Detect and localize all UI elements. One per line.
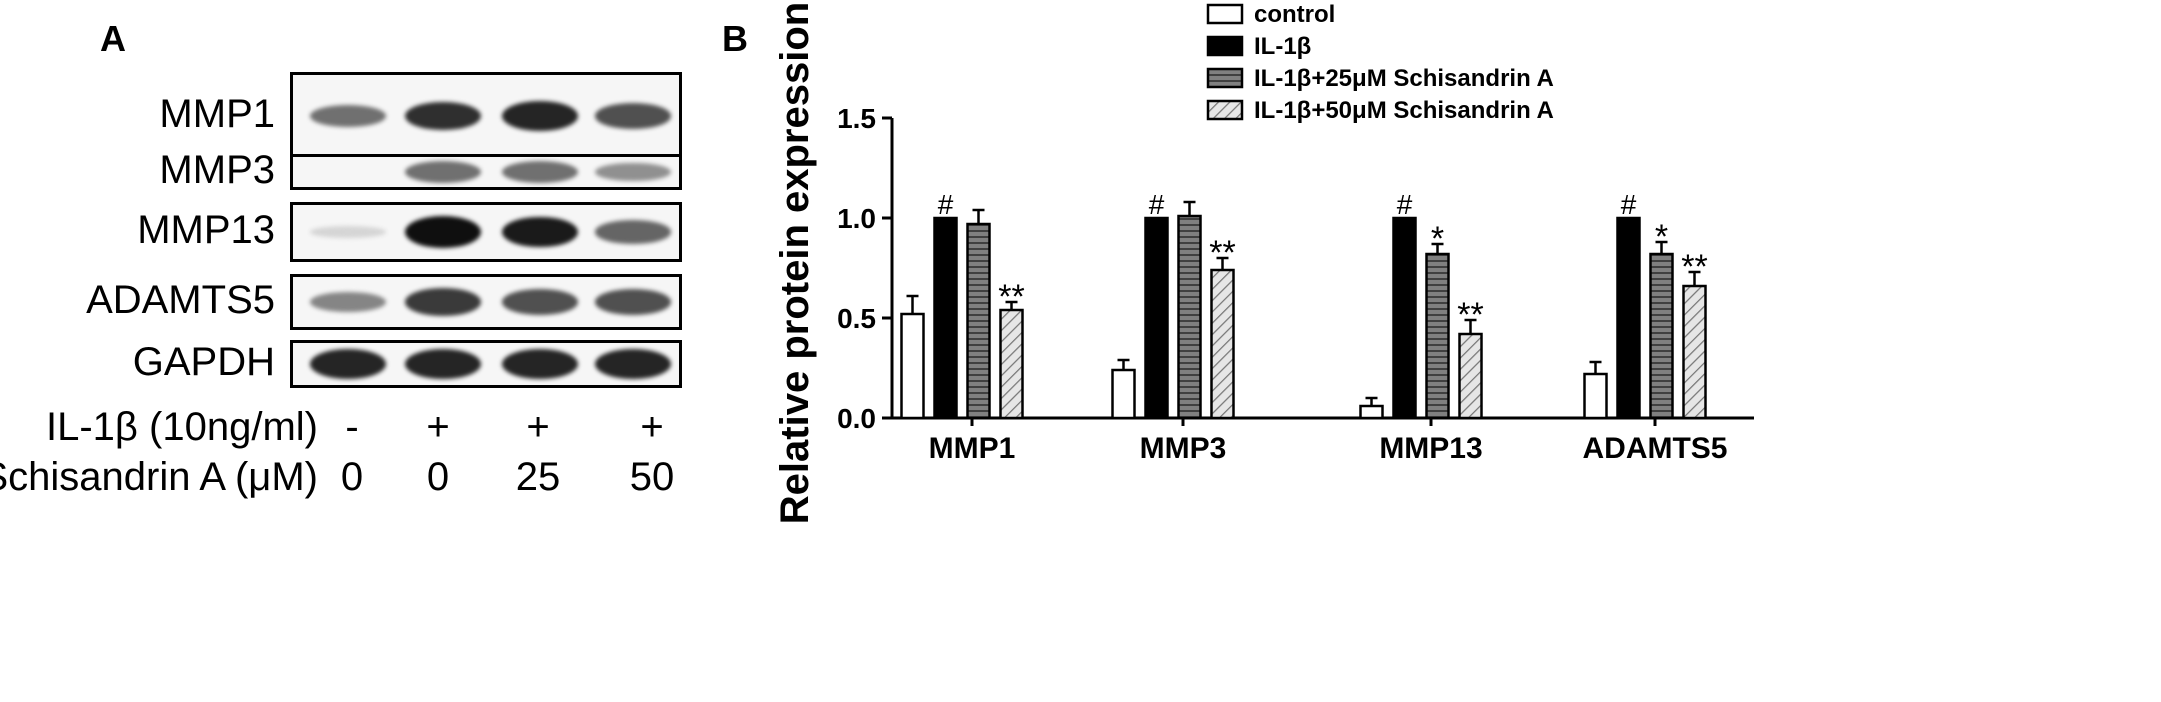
blot-band (595, 162, 671, 182)
legend-swatch (1206, 67, 1244, 89)
blot-label-adamts5: ADAMTS5 (86, 278, 275, 322)
bar-series: #**#**#***#*** (900, 189, 1708, 420)
condition-value: 25 (515, 455, 561, 499)
bar (1392, 216, 1417, 420)
bar (933, 216, 958, 420)
blot-band (310, 349, 386, 379)
condition-value: 0 (340, 455, 364, 499)
legend-label: IL-1β+25μM Schisandrin A (1254, 65, 1554, 92)
blot-band (595, 289, 671, 315)
significance-mark: * (1655, 218, 1668, 256)
blot-label-gapdh: GAPDH (132, 340, 275, 384)
x-tick-label: ADAMTS5 (1582, 432, 1727, 465)
bar (1144, 216, 1169, 420)
y-tick-label: 1.0 (837, 203, 876, 234)
significance-mark: ** (1457, 296, 1483, 334)
significance-mark: # (1621, 189, 1637, 220)
bar (1359, 404, 1384, 420)
bar (1616, 216, 1641, 420)
condition-label: IL-1β (10ng/ml) (46, 405, 318, 449)
blot-band (502, 101, 578, 131)
bar (1177, 214, 1202, 420)
bar (1425, 252, 1450, 420)
panel-b-label: B (722, 18, 748, 59)
bar (1458, 332, 1483, 420)
blot-image-mmp1 (290, 72, 682, 160)
bar (900, 312, 925, 420)
legend-label: IL-1β (1254, 33, 1311, 60)
blot-band (405, 216, 481, 248)
blot-band (502, 349, 578, 379)
bar (999, 308, 1024, 420)
blot-label-mmp1: MMP1 (159, 92, 275, 136)
bar (1649, 252, 1674, 420)
panel-a-label: A (100, 18, 126, 59)
y-tick-label: 1.5 (837, 103, 876, 134)
blot-band (595, 103, 671, 129)
blot-band (502, 161, 578, 183)
legend-label: IL-1β+50μM Schisandrin A (1254, 97, 1554, 124)
significance-mark: ** (1209, 234, 1235, 272)
blot-band (310, 104, 386, 128)
bar (1682, 284, 1707, 420)
blot-band (405, 161, 481, 183)
blot-band (502, 289, 578, 315)
blot-image-mmp13 (290, 202, 682, 262)
blot-band (405, 288, 481, 316)
bar-chart: Relative protein expression 0.0 0.5 1.0 1.5… (773, 1, 1754, 524)
condition-value: 50 (629, 455, 675, 499)
significance-mark: # (1397, 189, 1413, 220)
bar (1111, 368, 1136, 420)
significance-mark: ** (1681, 248, 1707, 286)
blot-band (310, 292, 386, 312)
x-tick-label: MMP1 (929, 432, 1016, 465)
significance-mark: * (1431, 220, 1444, 258)
y-axis-title: Relative protein expression (773, 2, 817, 524)
significance-mark: # (1149, 189, 1165, 220)
y-tick-label: 0.0 (837, 403, 876, 434)
condition-value: + (526, 405, 550, 449)
legend-swatch (1206, 35, 1244, 57)
bar (1583, 372, 1608, 420)
condition-value: 0 (426, 455, 450, 499)
condition-value: + (640, 405, 664, 449)
x-tick-label: MMP3 (1140, 432, 1227, 465)
legend-label: control (1254, 1, 1335, 28)
blot-label-mmp3: MMP3 (159, 148, 275, 192)
x-tick-label: MMP13 (1379, 432, 1482, 465)
blot-image-mmp3 (290, 154, 682, 190)
condition-label: Schisandrin A (μM) (0, 455, 318, 499)
bar (966, 222, 991, 420)
legend-swatch (1206, 99, 1244, 121)
blot-band (595, 220, 671, 244)
condition-value: - (345, 405, 359, 449)
chart-legend: control IL-1β IL-1β+25μM Schisandrin A IL-1… (1206, 1, 1554, 124)
blot-band (405, 101, 481, 131)
blot-band (502, 216, 578, 248)
blot-image-gapdh (290, 340, 682, 388)
blot-image-adamts5 (290, 274, 682, 330)
y-tick-label: 0.5 (837, 303, 876, 334)
blot-label-mmp13: MMP13 (137, 208, 275, 252)
blot-band (310, 226, 386, 238)
blot-band (595, 349, 671, 379)
chart-axes: 0.0 0.5 1.0 1.5 MMP1 MMP3 MMP13 ADAMTS5 (837, 103, 1754, 465)
blot-band (405, 349, 481, 379)
significance-mark: # (938, 189, 954, 220)
bar (1210, 268, 1235, 420)
significance-mark: ** (998, 278, 1024, 316)
legend-swatch (1206, 3, 1244, 25)
condition-value: + (426, 405, 450, 449)
